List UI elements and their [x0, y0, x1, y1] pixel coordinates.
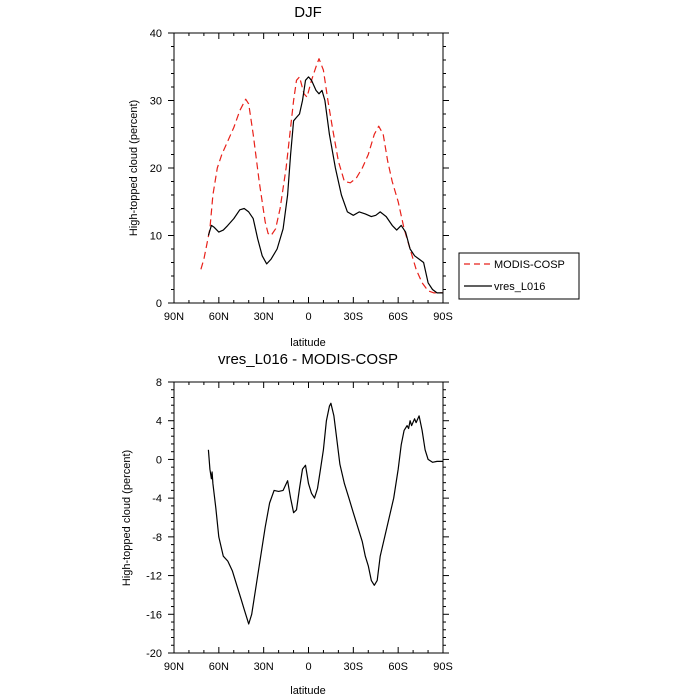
axis-ticks: 90N 60N 30N 0 30S 60S 90S 0 10 20 30 40 [150, 28, 453, 323]
legend-entry-modis-cosp: MODIS-COSP [494, 259, 565, 271]
x-tick-label: 0 [305, 311, 311, 323]
x-axis-label: latitude [290, 337, 325, 349]
y-tick-label: -12 [146, 571, 162, 583]
chart-title: DJF [294, 4, 322, 21]
x-tick-label: 60S [388, 661, 408, 673]
plot-frame [173, 381, 444, 654]
chart-title: vres_L016 - MODIS-COSP [218, 351, 398, 368]
bottom-panel: vres_L016 - MODIS-COSP 90N 60N 30N 0 30S 60S 9… [121, 351, 453, 697]
y-tick-label: 0 [156, 298, 162, 310]
y-tick-label: 4 [156, 416, 162, 428]
x-tick-label: 90N [164, 661, 184, 673]
y-tick-label: 0 [156, 454, 162, 466]
x-tick-label: 60N [209, 311, 229, 323]
x-tick-label: 30S [344, 311, 364, 323]
series-line-modis-cosp [200, 58, 443, 294]
y-tick-label: 30 [150, 96, 162, 108]
legend-entry-vres-l016: vres_L016 [494, 281, 545, 293]
x-tick-label: 90N [164, 311, 184, 323]
x-tick-label: 30N [254, 661, 274, 673]
x-tick-label: 60S [388, 311, 408, 323]
axis-ticks: 90N 60N 30N 0 30S 60S 90S -20 -16 -12 -8 -4 0 4 8 [146, 377, 453, 673]
top-panel: DJF 90N 60N 30N 0 30S 60S 90S 0 10 20 30 40 latitud… [128, 4, 580, 349]
x-tick-label: 90S [433, 311, 453, 323]
plot-frame [173, 32, 444, 304]
y-axis-label: High-topped cloud (percent) [121, 450, 133, 586]
y-tick-label: -8 [152, 532, 162, 544]
x-tick-label: 0 [305, 661, 311, 673]
series-line-vres-l016 [207, 76, 443, 294]
series-line-difference [207, 402, 443, 625]
y-tick-label: 10 [150, 231, 162, 243]
x-tick-label: 90S [433, 661, 453, 673]
y-tick-label: 8 [156, 377, 162, 389]
legend-box [458, 252, 580, 300]
y-tick-label: -20 [146, 648, 162, 660]
x-axis-label: latitude [290, 685, 325, 697]
series-group [200, 58, 443, 294]
y-tick-label: 40 [150, 28, 162, 40]
series-group [207, 402, 443, 625]
y-tick-label: 20 [150, 163, 162, 175]
y-tick-label: -4 [152, 493, 162, 505]
x-tick-label: 30S [344, 661, 364, 673]
y-tick-label: -16 [146, 609, 162, 621]
legend: MODIS-COSP vres_L016 [458, 252, 580, 300]
x-tick-label: 30N [254, 311, 274, 323]
x-tick-label: 60N [209, 661, 229, 673]
y-axis-label: High-topped cloud (percent) [128, 100, 140, 236]
